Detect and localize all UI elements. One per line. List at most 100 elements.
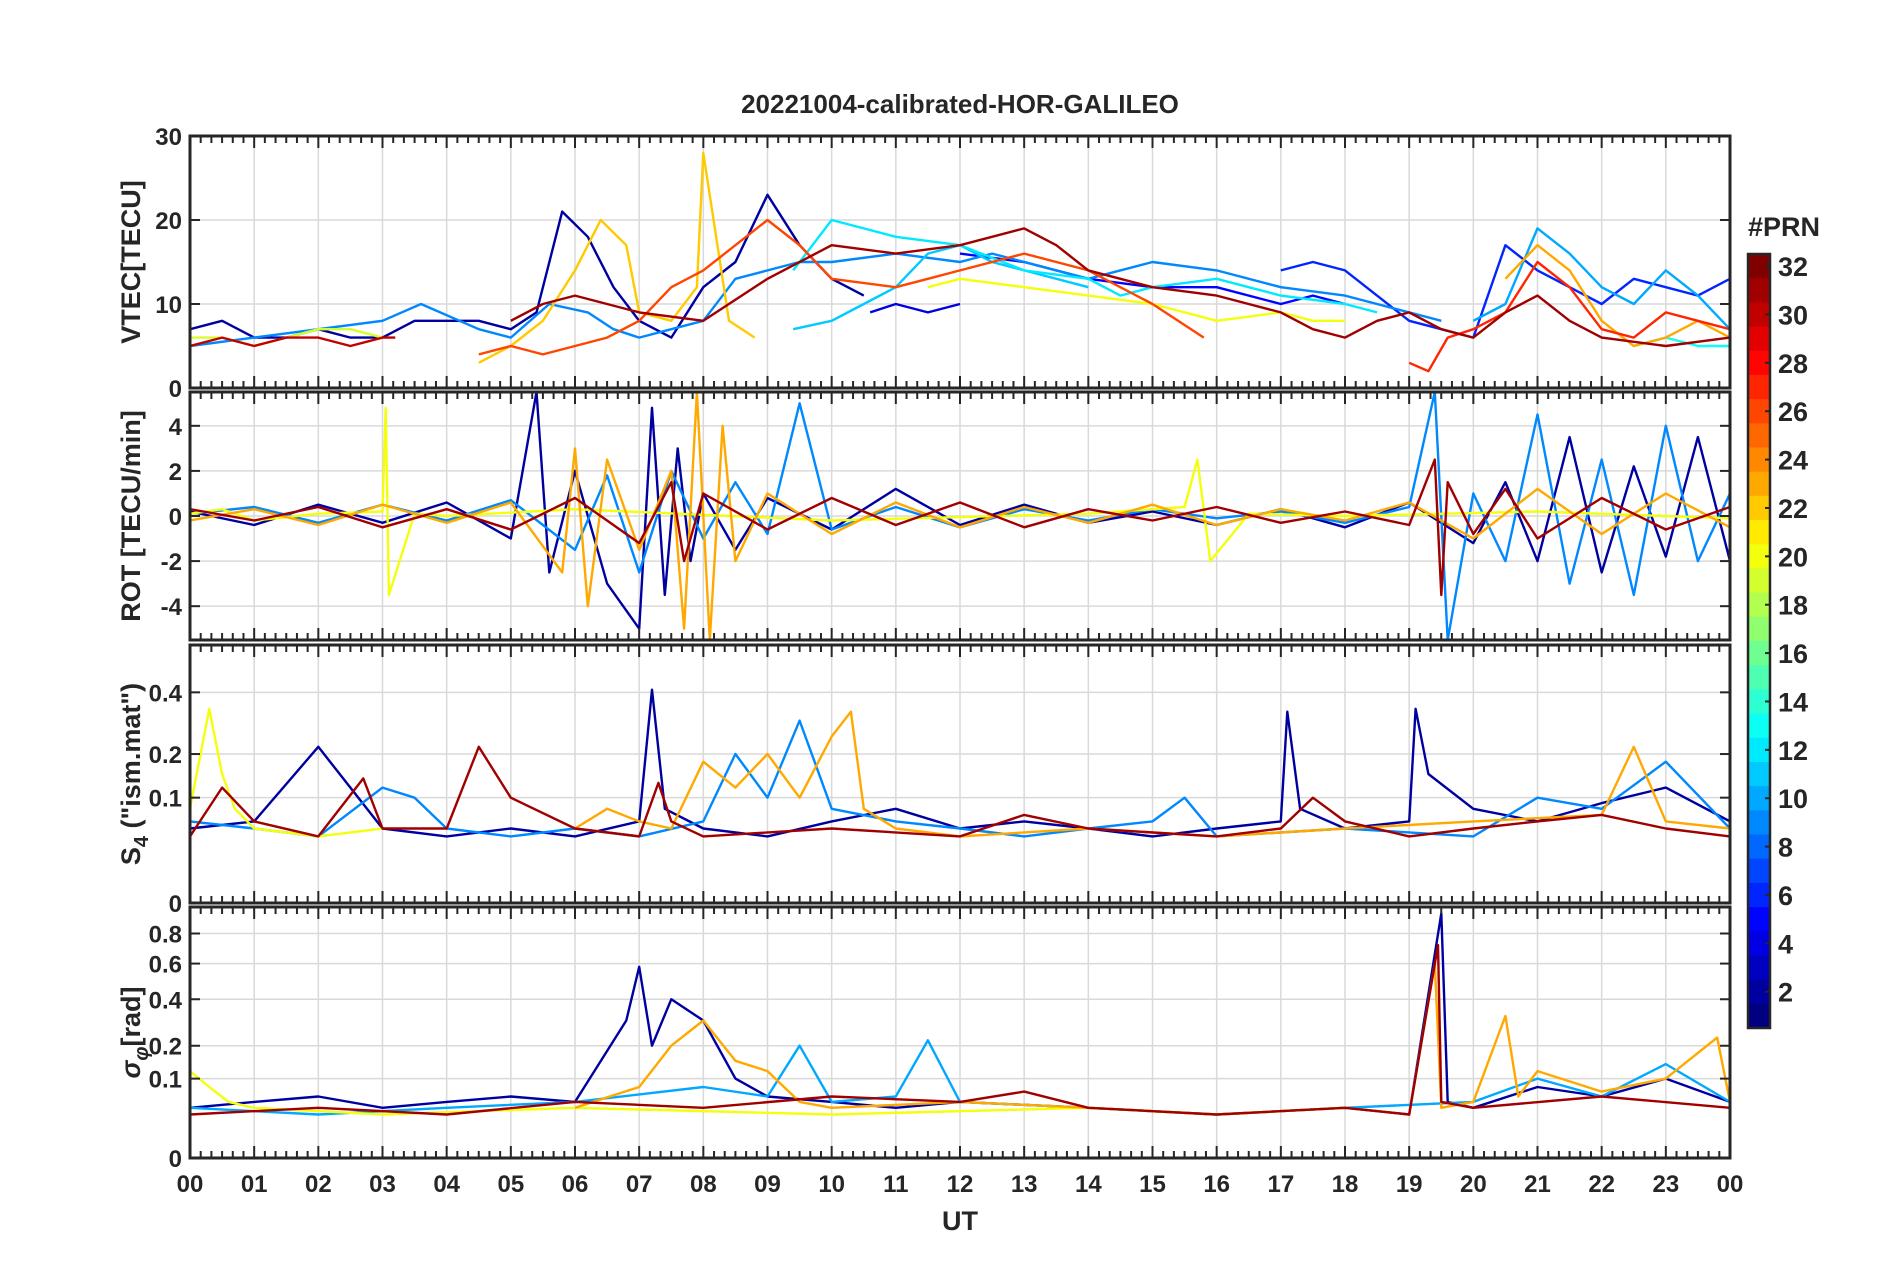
x-tick-label: 21	[1524, 1171, 1551, 1198]
x-tick-label: 22	[1588, 1171, 1615, 1198]
s4-y-tick-label: 0.4	[149, 680, 183, 707]
colorbar-swatch-prn-13	[1748, 713, 1770, 739]
vtec-series-prn-20	[927, 277, 1345, 322]
colorbar-swatch-prn-31	[1748, 278, 1770, 303]
s4-series-group	[190, 688, 1730, 838]
sigma_phi-y-axis-label: σφ[rad]	[116, 987, 153, 1079]
colorbar-tick-label: 28	[1778, 349, 1808, 379]
colorbar-swatch-prn-26	[1748, 399, 1770, 424]
colorbar-swatch-prn-21	[1748, 520, 1770, 545]
s4-series-prn-31	[190, 745, 1730, 838]
colorbar-tick-label: 14	[1778, 687, 1808, 717]
vtec-y-axis-label: VTEC[TECU]	[116, 180, 146, 344]
vtec-series-prn-4	[869, 302, 961, 314]
colorbar-swatch-prn-14	[1748, 689, 1770, 715]
rot-panel: -4 -2 0 2 4 ROT [TECU/min]	[116, 390, 1732, 642]
x-tick-label: 01	[241, 1171, 268, 1198]
colorbar-tick-label: 22	[1778, 494, 1808, 524]
colorbar-swatch-prn-9	[1748, 810, 1770, 836]
s4-y-axis-label: S4 ("ism.mat")	[116, 683, 153, 865]
colorbar-tick-label: 24	[1778, 446, 1808, 476]
x-tick-label: 16	[1203, 1171, 1230, 1198]
sigma_phi-y-tick-label: 0	[169, 1146, 182, 1173]
colorbar-swatch-prn-8	[1748, 834, 1770, 860]
x-tick-label: 06	[562, 1171, 589, 1198]
colorbar-swatch-prn-20	[1748, 544, 1770, 570]
colorbar-tick-label: 26	[1778, 397, 1808, 427]
colorbar-swatch-prn-24	[1748, 447, 1770, 473]
x-tick-label: 13	[1011, 1171, 1038, 1198]
chart-title: 20221004-calibrated-HOR-GALILEO	[741, 89, 1179, 119]
colorbar-swatch-prn-15	[1748, 665, 1770, 690]
rot-y-tick-label: 4	[169, 414, 183, 441]
vtec-series-prn-26	[478, 218, 1205, 356]
colorbar-swatch-prn-23	[1748, 471, 1770, 497]
vtec-series-group	[190, 151, 1730, 373]
colorbar-swatch-prn-3	[1748, 955, 1770, 981]
colorbar-tick-label: 16	[1778, 639, 1808, 669]
s4-y-tick-label: 0.1	[149, 786, 182, 813]
x-tick-label: 02	[305, 1171, 332, 1198]
x-tick-label: 05	[497, 1171, 524, 1198]
vtec-series-prn-10	[1472, 227, 1730, 331]
x-tick-label: 19	[1396, 1171, 1423, 1198]
colorbar-swatch-prn-17	[1748, 616, 1770, 642]
sigma_phi-y-tick-label: 0.4	[149, 987, 183, 1014]
x-tick-label: 09	[754, 1171, 781, 1198]
vtec-y-tick-label: 0	[169, 376, 182, 403]
sigma_phi-y-tick-label: 0.1	[149, 1067, 182, 1094]
rot-series-prn-31	[190, 458, 1730, 597]
x-tick-label: 10	[818, 1171, 845, 1198]
colorbar-swatch-prn-12	[1748, 737, 1770, 763]
x-tick-label: 12	[947, 1171, 974, 1198]
sigma-phi-panel: 0 0.1 0.2 0.4 0.6 0.8 σφ[rad]	[116, 905, 1732, 1173]
x-tick-label: 18	[1332, 1171, 1359, 1198]
vtec-series-prn-22	[478, 151, 756, 364]
x-tick-label: 04	[433, 1171, 460, 1198]
colorbar-swatch-prn-16	[1748, 641, 1770, 666]
colorbar-swatch-prn-25	[1748, 423, 1770, 449]
x-tick-label: 15	[1139, 1171, 1166, 1198]
colorbar-tick-label: 20	[1778, 542, 1808, 572]
rot-y-axis-label: ROT [TECU/min]	[116, 410, 146, 621]
colorbar-tick-label: 10	[1778, 784, 1808, 814]
vtec-series-prn-30	[190, 336, 396, 348]
rot-y-tick-label: -4	[161, 594, 183, 621]
x-tick-label: 00	[177, 1171, 204, 1198]
x-tick-label: 08	[690, 1171, 717, 1198]
colorbar-swatch-prn-19	[1748, 568, 1770, 594]
sigma_phi-y-tick-label: 0.6	[149, 952, 182, 979]
sigma_phi-series-group	[190, 912, 1730, 1116]
colorbar-tick-label: 18	[1778, 591, 1808, 621]
colorbar-swatch-prn-28	[1748, 350, 1770, 376]
colorbar-swatch-prn-22	[1748, 495, 1770, 521]
sigma_phi-y-tick-label: 0.8	[149, 921, 182, 948]
rot-series-prn-23	[190, 392, 1730, 640]
colorbar-swatch-prn-27	[1748, 374, 1770, 400]
vtec-panel: 0 10 20 30 VTEC[TECU]	[116, 124, 1732, 403]
vtec-series-prn-6	[1280, 243, 1730, 339]
x-tick-label: 03	[369, 1171, 396, 1198]
colorbar-tick-label: 32	[1778, 252, 1808, 282]
vtec-y-tick-label: 10	[155, 292, 182, 319]
colorbar-swatch-prn-30	[1748, 302, 1770, 328]
colorbar-swatch-prn-1	[1748, 1003, 1770, 1029]
colorbar-swatch-prn-6	[1748, 882, 1770, 908]
colorbar-swatch-prn-10	[1748, 786, 1770, 811]
vtec-series-prn-9	[190, 252, 1442, 348]
x-tick-label: 11	[883, 1171, 908, 1198]
colorbar-tick-label: 4	[1778, 929, 1793, 959]
colorbar-swatch-prn-18	[1748, 592, 1770, 618]
colorbar-swatch-prn-32	[1748, 254, 1770, 279]
colorbar-tick-label: 30	[1778, 300, 1808, 330]
x-axis-label: UT	[942, 1206, 978, 1236]
rot-y-tick-label: 2	[169, 459, 182, 486]
rot-series-prn-9	[190, 392, 1730, 640]
colorbar-tick-label: 12	[1778, 736, 1808, 766]
x-tick-label: 14	[1075, 1171, 1102, 1198]
colorbar-frame	[1746, 252, 1772, 1030]
s4-y-tick-label: 0	[169, 891, 182, 918]
rot-y-tick-label: 0	[169, 504, 182, 531]
